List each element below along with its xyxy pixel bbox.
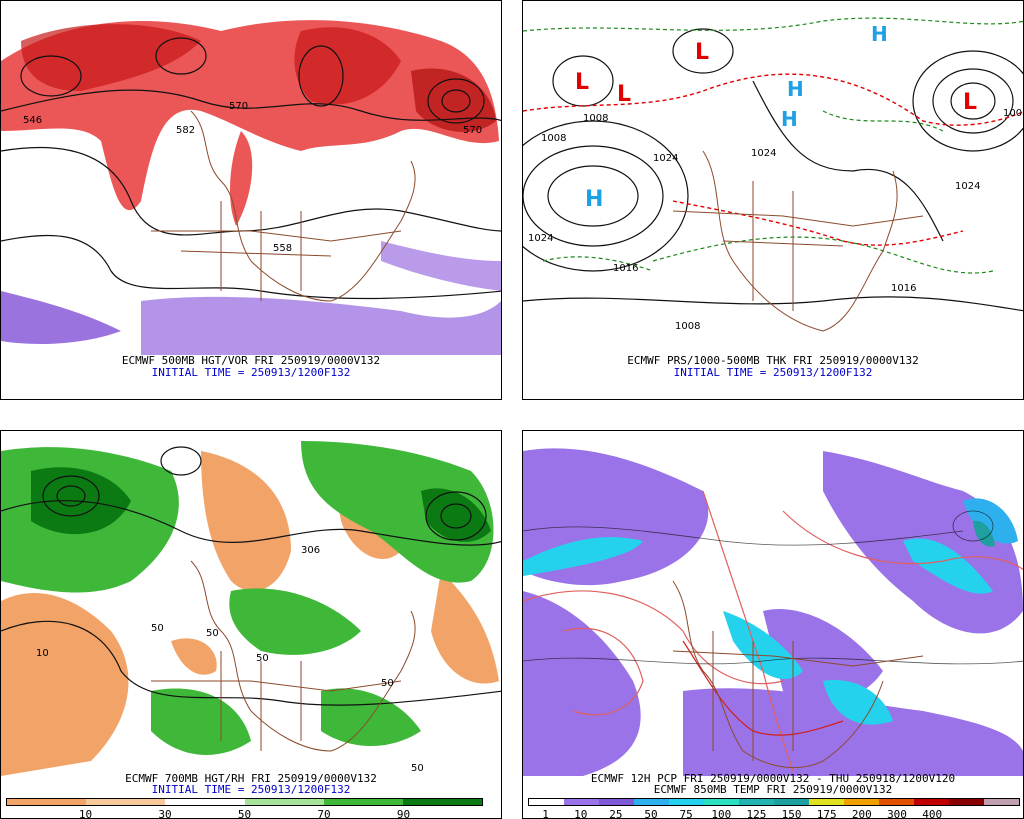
pressure-center-high-2: H xyxy=(787,77,804,101)
rh-dry-shading xyxy=(1,592,129,776)
pressure-center-low-4: L xyxy=(963,90,977,115)
colorbar-tick-label: 100 xyxy=(711,808,732,819)
colorbar-tick-label: 125 xyxy=(746,808,767,819)
pressure-center-high-4: H xyxy=(871,22,888,46)
contour-label-558: 558 xyxy=(273,243,292,254)
colorbar-swatch xyxy=(323,799,403,805)
isobar-label-10: 1024 xyxy=(955,181,980,192)
colorbar-tick-label: 300 xyxy=(887,808,907,819)
colorbar-swatch xyxy=(599,799,634,805)
isobar-label-3: 1024 xyxy=(653,153,678,164)
pressure-center-high-3: H xyxy=(781,107,798,131)
isobar-label-6: 1008 xyxy=(1003,108,1024,119)
pressure-center-low-3: L xyxy=(695,40,709,65)
caption-700mb-title: ECMWF 700MB HGT/RH FRI 250919/0000V132 xyxy=(125,772,377,785)
isobar-label-5: 1016 xyxy=(891,283,916,294)
colorbar-swatch xyxy=(984,799,1019,805)
colorbar-tick-label: 30 xyxy=(158,808,172,819)
isobar-label-1: 1008 xyxy=(583,113,608,124)
colorbar-tick-label: 50 xyxy=(237,808,252,819)
caption-700mb-init: INITIAL TIME = 250913/1200F132 xyxy=(151,783,351,796)
colorbar-tick-label: 90 xyxy=(396,808,411,819)
colorbar-swatch xyxy=(669,799,704,805)
rh-contour-label-50d: 50 xyxy=(381,678,394,689)
rh-contour-label-50b: 50 xyxy=(206,628,219,639)
isobar-label-4: 1024 xyxy=(751,148,776,159)
colorbar-tick-label: 70 xyxy=(317,808,331,819)
panel-850mb-temp-pcp: ECMWF 12H PCP FRI 250919/0000V132 - THU … xyxy=(522,430,1024,819)
colorbar-tick-label: 200 xyxy=(851,808,872,819)
colorbar-swatch xyxy=(774,799,809,805)
panel-500mb-hgt-vor: 546 570 570 582 558 ECMWF 500MB HGT/VOR … xyxy=(0,0,502,400)
map-850mb xyxy=(523,431,1023,776)
rh-contour-label-50a: 50 xyxy=(151,623,164,634)
map-prs-thickness: L L L L H H H H 1008 1008 1024 1024 1016… xyxy=(523,17,1024,332)
colorbar-swatch xyxy=(739,799,774,805)
contour-label-546: 546 xyxy=(23,115,42,126)
colorbar-swatch xyxy=(244,799,324,805)
colorbar-precip xyxy=(528,798,1020,806)
map-500mb: 546 570 570 582 558 xyxy=(1,15,501,355)
colorbar-tick-label: 75 xyxy=(679,808,693,819)
caption-prs-init: INITIAL TIME = 250913/1200F132 xyxy=(673,366,873,379)
caption-850mb-temp: ECMWF 850MB TEMP FRI 250919/0000V132 xyxy=(653,783,893,796)
colorbar-swatch xyxy=(529,799,564,805)
isobar-label-7: 1024 xyxy=(528,233,553,244)
rh-contour-label-306: 306 xyxy=(301,545,320,556)
colorbar-swatch xyxy=(704,799,739,805)
colorbar-swatch xyxy=(86,799,166,805)
colorbar-swatch xyxy=(402,799,483,805)
colorbar-swatch xyxy=(879,799,914,805)
colorbar-swatch xyxy=(809,799,844,805)
colorbar-swatch xyxy=(914,799,949,805)
colorbar-swatch xyxy=(564,799,599,805)
caption-850mb-pcp: ECMWF 12H PCP FRI 250919/0000V132 - THU … xyxy=(590,772,956,785)
colorbar-tick-label: 175 xyxy=(816,808,837,819)
colorbar-tick-label: 150 xyxy=(781,808,802,819)
colorbar-tick-label: 25 xyxy=(609,808,623,819)
colorbar-rh xyxy=(6,798,483,806)
rh-contour-label-10: 10 xyxy=(36,648,49,659)
colorbar-swatch xyxy=(634,799,669,805)
colorbar-tick-label: 50 xyxy=(644,808,658,819)
isobar-label-8: 1016 xyxy=(613,263,638,274)
caption-prs-title: ECMWF PRS/1000-500MB THK FRI 250919/0000… xyxy=(627,354,919,367)
contour-label-582: 582 xyxy=(176,125,195,136)
pressure-center-low-2: L xyxy=(617,82,631,107)
map-700mb: 306 50 50 10 50 50 50 xyxy=(1,431,501,776)
panel-prs-thickness: L L L L H H H H 1008 1008 1024 1024 1016… xyxy=(522,0,1024,400)
pressure-center-high-1: H xyxy=(585,187,603,212)
colorbar-rh-ticks: 10 30 50 70 90 xyxy=(6,808,483,819)
colorbar-swatch xyxy=(949,799,984,805)
colorbar-tick-label: 10 xyxy=(574,808,588,819)
isobar-label-2: 1008 xyxy=(541,133,566,144)
pressure-center-low-1: L xyxy=(575,70,589,95)
colorbar-swatch xyxy=(844,799,879,805)
colorbar-tick-label: 400 xyxy=(922,808,943,819)
isobar-label-9: 1008 xyxy=(675,321,700,332)
rh-contour-label-50e: 50 xyxy=(411,763,424,774)
caption-500mb-init: INITIAL TIME = 250913/1200F132 xyxy=(151,366,351,379)
colorbar-tick-label: 1 xyxy=(542,808,549,819)
caption-500mb-title: ECMWF 500MB HGT/VOR FRI 250919/0000V132 xyxy=(121,354,381,367)
colorbar-swatch xyxy=(165,799,245,805)
rh-contour-label-50c: 50 xyxy=(256,653,269,664)
colorbar-precip-ticks: 1 10 25 50 75 100 125 150 175 200 300 400 xyxy=(528,808,1020,819)
contour-label-570b: 570 xyxy=(463,125,482,136)
contour-label-570a: 570 xyxy=(229,101,248,112)
colorbar-tick-label: 10 xyxy=(78,808,93,819)
panel-700mb-hgt-rh: 306 50 50 10 50 50 50 ECMWF 700MB HGT/RH… xyxy=(0,430,502,819)
colorbar-swatch xyxy=(7,799,87,805)
